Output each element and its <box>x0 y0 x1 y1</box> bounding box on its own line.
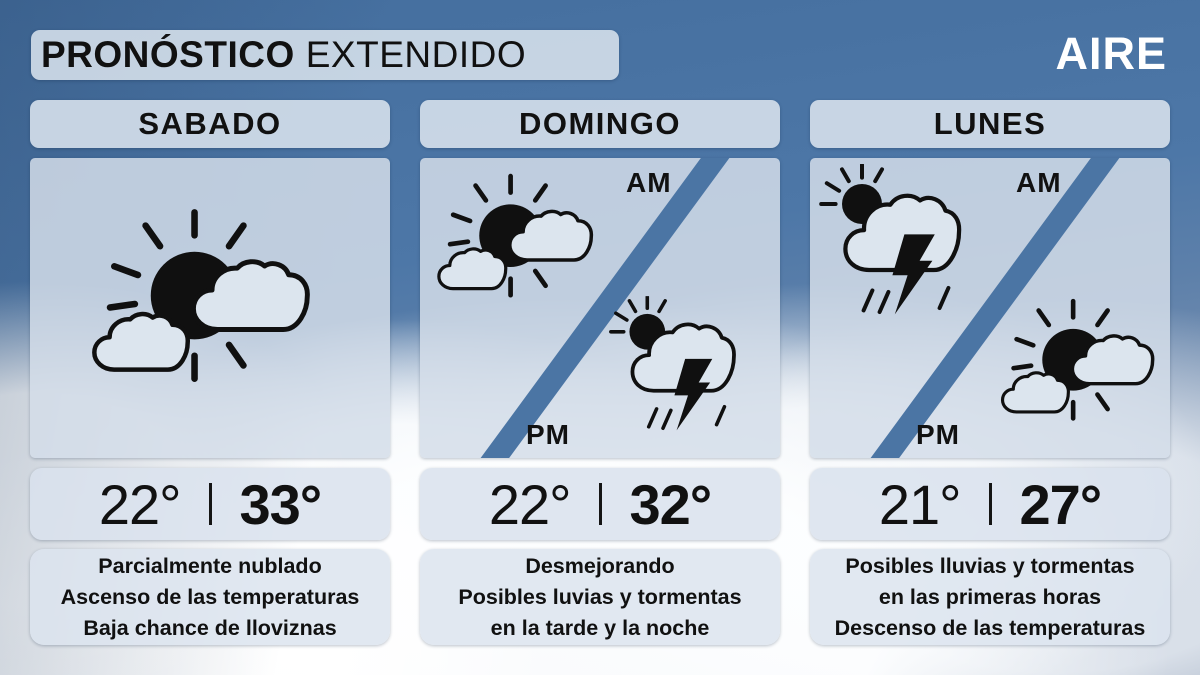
description-line: Posibles lluvias y tormentas <box>845 553 1135 578</box>
temperature-panel: 22° 33° <box>30 468 390 540</box>
description-line: Posibles luvias y tormentas <box>458 584 742 609</box>
temperature-panel: 21° 27° <box>810 468 1170 540</box>
storm-cloud-lightning-icon <box>608 296 758 439</box>
high-temperature: 32° <box>629 472 713 536</box>
title-light: EXTENDIDO <box>305 34 527 75</box>
sun-with-clouds-icon <box>85 208 315 405</box>
am-label: AM <box>626 167 672 198</box>
high-temperature: 33° <box>239 472 323 536</box>
high-temperature: 27° <box>1019 472 1103 536</box>
day-name: LUNES <box>933 106 1047 141</box>
sun-with-clouds-icon <box>432 173 597 314</box>
forecast-description: Parcialmente nublado Ascenso de las temp… <box>30 549 390 645</box>
forecast-description: Desmejorando Posibles luvias y tormentas… <box>420 549 780 645</box>
low-temperature: 21° <box>878 472 962 536</box>
title-bar: PRONÓSTICO EXTENDIDO <box>31 30 619 80</box>
low-temperature: 22° <box>98 472 182 536</box>
icon-panel-domingo: AM PM <box>420 158 780 458</box>
sun-with-clouds-icon <box>996 298 1158 437</box>
day-header: DOMINGO <box>420 100 780 148</box>
day-column-sabado: SABADO 22° 33° Parcialmente nublado Asce… <box>30 100 390 645</box>
day-column-lunes: LUNES AM PM 21° 27° Posibles lluvias y t… <box>810 100 1170 645</box>
description-line: en las primeras horas <box>878 584 1102 609</box>
temperature-divider <box>988 483 992 525</box>
day-name: SABADO <box>138 106 282 141</box>
pm-label: PM <box>916 419 960 450</box>
description-line: Desmejorando <box>525 553 675 578</box>
icon-panel-sabado <box>30 158 390 458</box>
day-column-domingo: DOMINGO AM PM 22° 32° Desmejorando Posib… <box>420 100 780 645</box>
temperature-divider <box>598 483 602 525</box>
icon-panel-lunes: AM PM <box>810 158 1170 458</box>
description-line: Parcialmente nublado <box>98 553 322 578</box>
pm-label: PM <box>526 419 570 450</box>
low-temperature: 22° <box>488 472 572 536</box>
description-line: Baja chance de lloviznas <box>83 615 337 640</box>
forecast-description: Posibles lluvias y tormentas en las prim… <box>810 549 1170 645</box>
description-line: Ascenso de las temperaturas <box>60 584 360 609</box>
temperature-divider <box>208 483 212 525</box>
temperature-panel: 22° 32° <box>420 468 780 540</box>
description-line: Descenso de las temperaturas <box>834 615 1146 640</box>
am-label: AM <box>1016 167 1062 198</box>
day-header: SABADO <box>30 100 390 148</box>
description-line: en la tarde y la noche <box>490 615 710 640</box>
brand-logo: AIRE <box>1055 28 1167 79</box>
title-bold: PRONÓSTICO <box>41 34 295 75</box>
day-name: DOMINGO <box>518 106 682 141</box>
day-header: LUNES <box>810 100 1170 148</box>
storm-cloud-lightning-icon <box>818 164 986 324</box>
